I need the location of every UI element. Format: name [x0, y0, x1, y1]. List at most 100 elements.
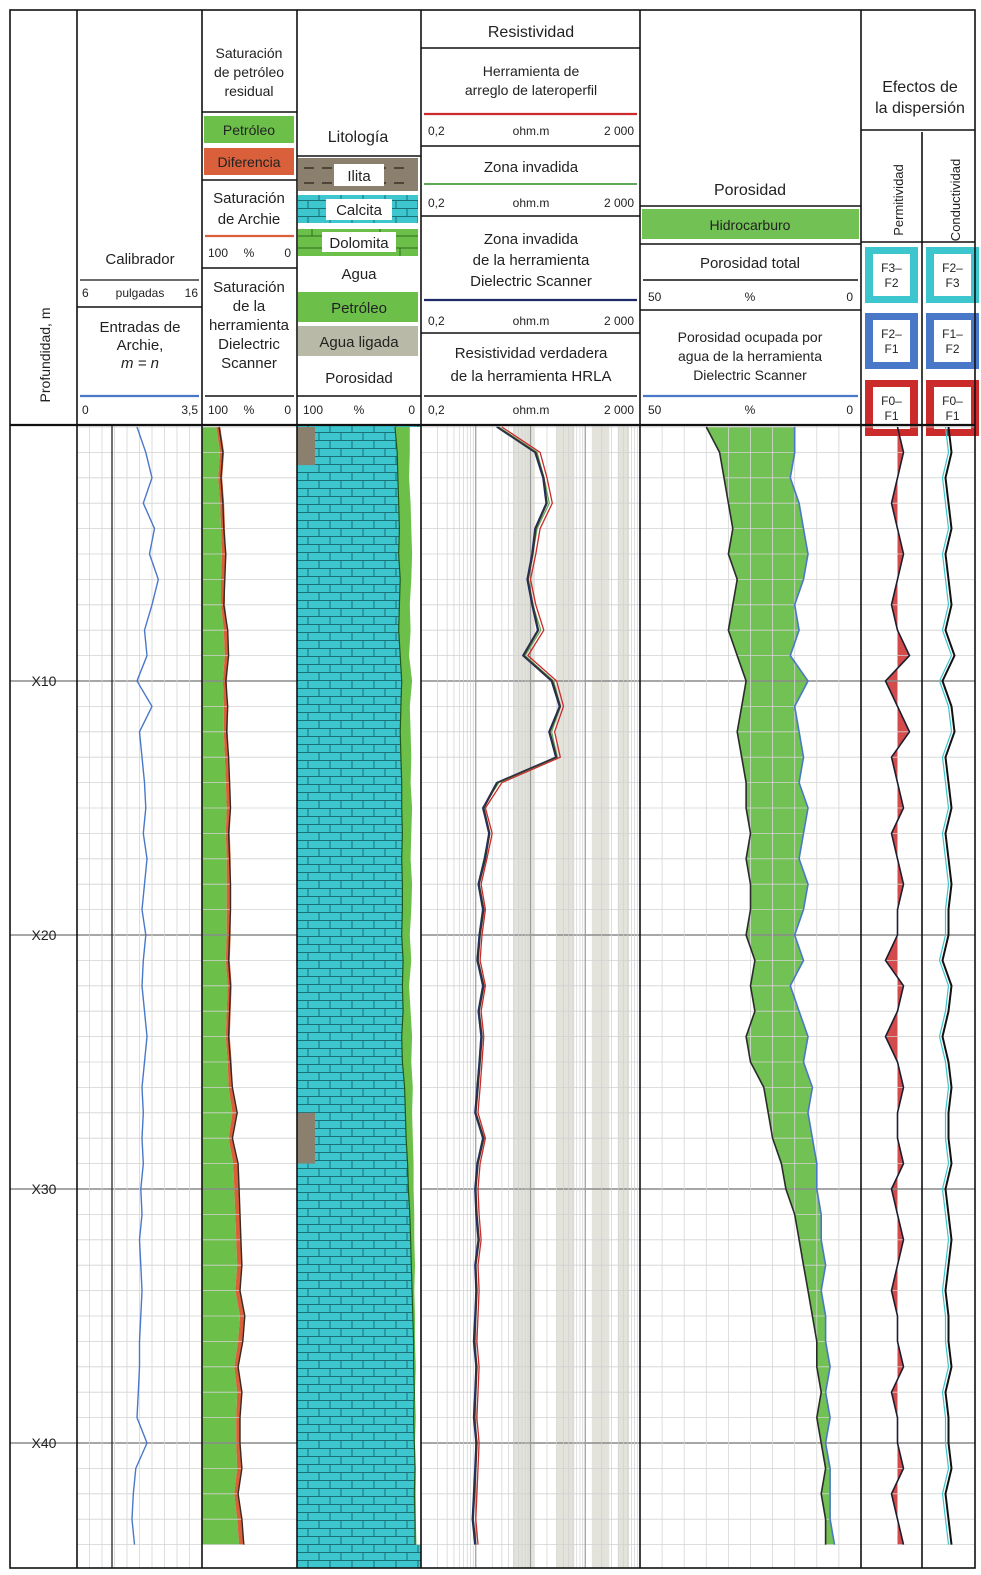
- por-scale2-min: 0: [846, 403, 853, 417]
- hrla-title-1: Resistividad verdadera: [455, 345, 608, 362]
- residual-title-3: residual: [224, 83, 273, 99]
- difference-legend-box: [204, 148, 294, 175]
- conductivity_boxes-box-label-1-0: F1–: [942, 327, 963, 341]
- lithology-water-fill: [409, 427, 421, 1545]
- total-porosity-curve: [705, 426, 827, 1545]
- caliper-label: Calibrador: [105, 251, 174, 268]
- litho-scale-min: 0: [408, 403, 415, 417]
- dielectric-sat-title-3: herramienta: [209, 317, 290, 334]
- water-porosity-title-1: Porosidad ocupada por: [678, 329, 823, 345]
- archie-label-1: Entradas de: [100, 319, 181, 336]
- outer-frame: [9, 9, 976, 1569]
- archie-label-2: Archie,: [117, 337, 164, 354]
- bound-water-box: [298, 326, 418, 356]
- permittivity_boxes-box-label-2-1: F1: [884, 409, 898, 423]
- litho-scale-unit: %: [354, 403, 365, 417]
- illite-patch-0: [297, 427, 315, 466]
- resistivity-shade-band-2: [591, 425, 610, 1568]
- dielectric-sat-title-2: de la: [233, 298, 266, 315]
- archie-saturation-curve: [218, 426, 246, 1545]
- res-scale2-max: 2 000: [604, 196, 634, 210]
- archie-sat-scale-unit: %: [244, 246, 255, 260]
- por-scale2-unit: %: [745, 403, 756, 417]
- water-porosity-title-3: Dielectric Scanner: [693, 367, 807, 383]
- depth-title: Profundidad, m: [37, 308, 53, 403]
- lithology-title: Litología: [328, 129, 389, 146]
- depth-labels: X10 X20 X30 X40: [32, 673, 57, 1451]
- res-scale3-min: 0,2: [428, 314, 445, 328]
- array-title-2: arreglo de lateroperfil: [465, 82, 597, 98]
- permittivity_boxes-box-label-1-1: F1: [884, 342, 898, 356]
- res-scale3-max: 2 000: [604, 314, 634, 328]
- conductivity-label: Conductividad: [948, 159, 963, 241]
- caliper-scale-unit: pulgadas: [116, 286, 165, 300]
- dielectric-sat-title-4: Dielectric: [218, 336, 280, 353]
- calcite-label-bg: [326, 199, 392, 220]
- hydrocarbon-legend-box: [642, 209, 859, 239]
- permittivity_boxes-box-inner-2: [873, 387, 910, 429]
- dolomite-label: Dolomita: [329, 235, 389, 252]
- por-scale2-max: 50: [648, 403, 662, 417]
- difference-legend-label: Diferencia: [217, 154, 280, 170]
- archie-sat-scale-min: 0: [284, 246, 291, 260]
- water-porosity-curve: [789, 427, 836, 1545]
- permittivity-dispersion-curve: [884, 426, 911, 1545]
- dielectric-sat-scale-unit: %: [244, 403, 255, 417]
- conductivity_boxes-box-label-0-0: F2–: [942, 261, 963, 275]
- conductivity_boxes-box-inner-0: [934, 254, 971, 296]
- permittivity_boxes-box-inner-0: [873, 254, 910, 296]
- residual-title-1: Saturación: [216, 45, 283, 61]
- por-scale1-min: 0: [846, 290, 853, 304]
- illite-label: Ilita: [347, 168, 371, 185]
- dispersion-title-1: Efectos de: [882, 79, 958, 96]
- dielectric-res-title-2: de la herramienta: [473, 252, 590, 269]
- conductivity_boxes-box-inner-1: [934, 320, 971, 362]
- res-scale1-unit: ohm.m: [513, 124, 550, 138]
- plot-grid: [10, 425, 975, 1568]
- hrla-true-resistivity-curve: [472, 426, 562, 1545]
- array-title-1: Herramienta de: [483, 63, 580, 79]
- resistivity-shade-band-1: [556, 425, 575, 1568]
- lithology-porosity-curve: [394, 426, 416, 1545]
- archie-sat-scale-max: 100: [208, 246, 228, 260]
- conductivity_boxes-box-label-0-1: F3: [945, 276, 959, 290]
- caliper-scale-min: 6: [82, 286, 89, 300]
- res-scale4-min: 0,2: [428, 403, 445, 417]
- total-porosity-title: Porosidad total: [700, 255, 800, 272]
- dielectric-res-title-3: Dielectric Scanner: [470, 273, 592, 290]
- depth-label-2: X30: [32, 1181, 57, 1197]
- res-scale4-unit: ohm.m: [513, 403, 550, 417]
- res-scale3-unit: ohm.m: [513, 314, 550, 328]
- array-laterolog-curve: [475, 426, 565, 1545]
- frame-lines: [9, 9, 976, 1569]
- permittivity_boxes-box-label-0-0: F3–: [881, 261, 902, 275]
- oil-legend-label: Petróleo: [223, 122, 275, 138]
- caliper-scale-max: 16: [185, 286, 199, 300]
- res-scale2-min: 0,2: [428, 196, 445, 210]
- resistivity-title: Resistividad: [488, 24, 574, 41]
- invaded-title: Zona invadida: [484, 159, 579, 176]
- hrla-title-2: de la herramienta HRLA: [451, 368, 612, 385]
- hydrocarbon-legend-label: Hidrocarburo: [710, 217, 791, 233]
- archie-sat-title-1: Saturación: [213, 190, 285, 207]
- archie-label-3: m = n: [121, 355, 159, 372]
- dielectric-invaded-curve: [471, 426, 560, 1545]
- dielectric-sat-scale-min: 0: [284, 403, 291, 417]
- por-scale1-unit: %: [745, 290, 756, 304]
- oil-litho-label: Petróleo: [331, 300, 387, 317]
- calcite-label: Calcita: [336, 202, 383, 219]
- water-label: Agua: [341, 266, 377, 283]
- dielectric-sat-title-5: Scanner: [221, 355, 277, 372]
- dolomite-label-bg: [322, 232, 396, 252]
- porosity-litho-label: Porosidad: [325, 370, 393, 387]
- oil-legend-box: [204, 116, 294, 143]
- permittivity_boxes-box-label-0-1: F2: [884, 276, 898, 290]
- conductivity-dispersion-curve: [941, 426, 956, 1545]
- res-scale4-max: 2 000: [604, 403, 634, 417]
- archie-sat-title-2: de Archie: [218, 211, 281, 228]
- porosity-title: Porosidad: [714, 182, 786, 199]
- conductivity_boxes-box-label-1-1: F2: [945, 342, 959, 356]
- conductivity_boxes-box-label-2-1: F1: [945, 409, 959, 423]
- conductivity-dispersion-curve-2: [938, 426, 953, 1545]
